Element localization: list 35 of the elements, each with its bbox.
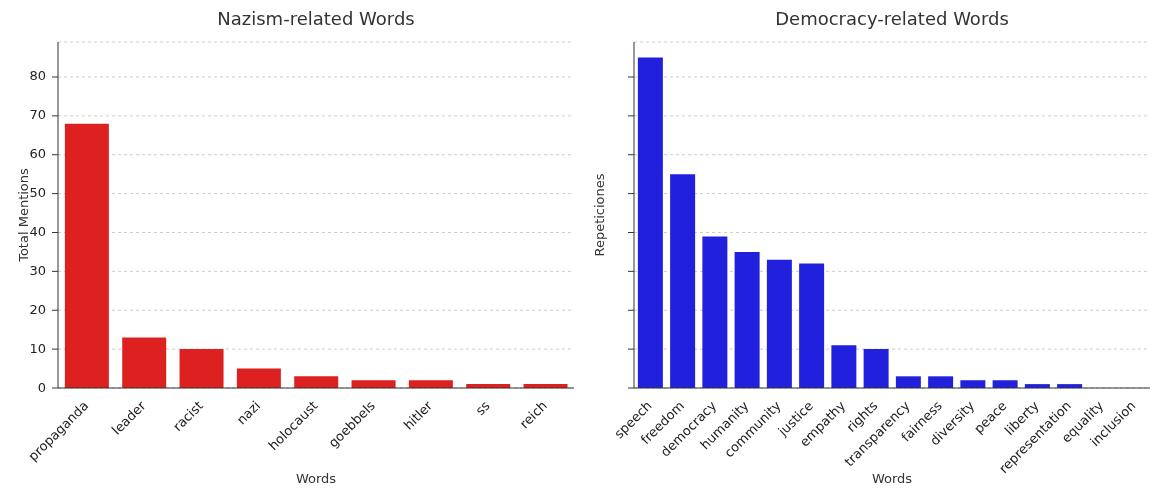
y-axis-title: Total Mentions bbox=[15, 167, 31, 263]
y-tick-label: 80 bbox=[29, 68, 46, 84]
x-axis-title: Words bbox=[295, 471, 337, 486]
bar bbox=[351, 380, 396, 388]
y-tick-label: 20 bbox=[29, 301, 46, 317]
bar bbox=[670, 174, 696, 388]
chart-title: Nazism-related Words bbox=[216, 8, 416, 31]
bar bbox=[863, 349, 889, 388]
bar bbox=[992, 380, 1018, 388]
x-axis-title: Words bbox=[871, 471, 913, 486]
bar bbox=[408, 380, 453, 388]
bar bbox=[895, 376, 921, 388]
bar bbox=[236, 368, 281, 388]
x-tick-label: ss bbox=[472, 397, 493, 419]
bar bbox=[179, 349, 224, 388]
y-tick-label: 10 bbox=[29, 340, 46, 356]
bar bbox=[122, 337, 167, 388]
bar bbox=[637, 57, 663, 388]
y-tick-label: 70 bbox=[29, 107, 46, 123]
bar bbox=[799, 263, 825, 388]
y-tick-label: 60 bbox=[29, 146, 46, 162]
bar bbox=[734, 251, 760, 388]
y-tick-label: 40 bbox=[29, 223, 46, 239]
bar bbox=[928, 376, 954, 388]
bar bbox=[960, 380, 986, 388]
y-tick-label: 30 bbox=[29, 262, 46, 278]
y-axis-title: Repeticiones bbox=[591, 173, 607, 257]
bar bbox=[831, 345, 857, 388]
bar bbox=[766, 259, 792, 388]
bar bbox=[702, 236, 728, 388]
y-tick-label: 50 bbox=[29, 185, 46, 201]
bar bbox=[64, 123, 109, 388]
y-tick-label: 0 bbox=[37, 379, 46, 395]
bar bbox=[294, 376, 339, 388]
chart-title: Democracy-related Words bbox=[774, 8, 1010, 31]
